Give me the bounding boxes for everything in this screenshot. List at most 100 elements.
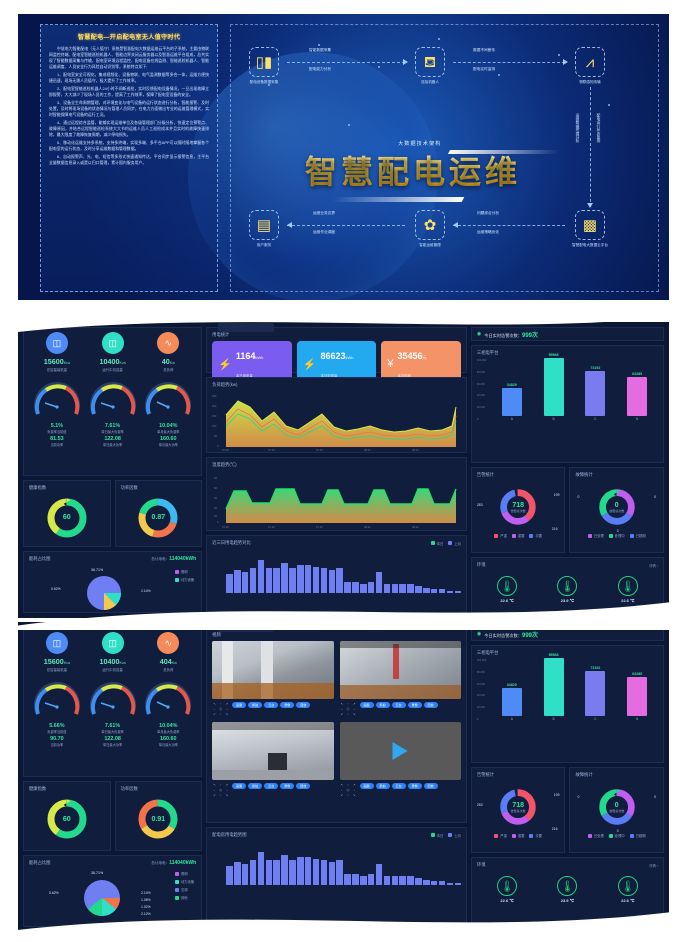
legend-item[interactable]: 本日 [430,541,443,546]
bar-group[interactable]: 95568 B [542,353,566,421]
legend-item[interactable]: 次要 [529,533,542,538]
camera-controls[interactable]: ↖ ↑ ↗ ← ◎ → ↙ ↓ ↘ 画面 抓拍 云台 录像 回放 [212,783,333,797]
bar-category: C [594,717,597,721]
camera-cell[interactable]: ↖ ↑ ↗ ← ◎ → ↙ ↓ ↘ 画面 抓拍 云台 录像 回放 [212,641,334,716]
camera-feed[interactable] [339,641,461,699]
camera-cell[interactable]: ↖ ↑ ↗ ← ◎ → ↙ ↓ ↘ 画面 抓拍 云台 录像 回放 [339,641,461,716]
camera-buttons[interactable]: 画面 抓拍 云台 录像 回放 [232,783,311,789]
camera-feed-placeholder[interactable] [339,722,461,780]
dashboard-tabbar[interactable] [218,623,274,632]
camera-button[interactable]: 录像 [407,702,422,708]
camera-controls[interactable]: ↖ ↑ ↗ ← ◎ → ↙ ↓ ↘ 画面 抓拍 云台 录像 回放 [340,783,461,797]
legend-item[interactable]: 本日 [430,833,443,838]
legend-item[interactable]: 重要 [511,833,524,838]
legend-item[interactable]: 重要 [511,533,524,538]
camera-feed[interactable] [212,722,334,780]
camera-button[interactable]: 画面 [359,783,374,789]
stat-value: 86623 [320,351,346,361]
camera-button[interactable]: 录像 [280,702,295,708]
camera-buttons[interactable]: 画面 抓拍 云台 录像 回放 [359,702,438,708]
camera-button[interactable]: 录像 [280,783,295,789]
thermometer-card[interactable]: 🌡 22.6 ℃ [617,576,638,603]
camera-controls[interactable]: ↖ ↑ ↗ ← ◎ → ↙ ↓ ↘ 画面 抓拍 云台 录像 回放 [212,702,333,716]
pie-legend-item[interactable]: 空调 [174,887,194,892]
thermometer-card[interactable]: 🌡 22.6 ℃ [497,576,518,603]
bar-group[interactable]: 63285 N [625,672,649,721]
camera-button[interactable]: 画面 [359,702,374,708]
camera-button[interactable]: 云台 [391,702,406,708]
pie-legend-item[interactable]: 照明 [174,569,194,574]
camera-button[interactable]: 回放 [296,702,311,708]
camera-button[interactable]: 云台 [391,783,406,789]
pie-legend-item[interactable]: 照明 [174,871,194,876]
pie-legend-item[interactable]: 动力设备 [174,879,194,884]
camera-cell[interactable]: ↖ ↑ ↗ ← ◎ → ↙ ↓ ↘ 画面 抓拍 云台 录像 回放 [339,722,461,797]
camera-button[interactable]: 回放 [423,783,438,789]
bar-group[interactable]: 73192 C [583,666,607,721]
thermometer-card[interactable]: 🌡 22.6 ℃ [497,876,518,903]
kpi-card[interactable]: ◫ 10400Kva 运行中总容量 [86,632,140,672]
intro-paragraph: 2、配电室智能巡检机器人24小时不间断巡检，实时反馈配电设备情况，一旦出现故障立… [49,86,209,97]
camera-button[interactable]: 回放 [296,783,311,789]
bar-group[interactable]: 63285 N [625,372,649,421]
health-value: 60 [62,514,71,522]
bar-group[interactable]: 73192 C [583,366,607,421]
camera-buttons[interactable]: 画面 抓拍 云台 录像 回放 [359,783,438,789]
legend-item[interactable]: 上月 [448,541,461,546]
camera-feed[interactable] [212,641,334,699]
kpi-card[interactable]: ∿ 404Kw 总负荷 [141,632,195,672]
legend-item[interactable]: 上月 [448,833,461,838]
thermometer-value: 22.6 ℃ [621,598,635,603]
camera-cell[interactable]: ↖ ↑ ↗ ← ◎ → ↙ ↓ ↘ 画面 抓拍 云台 录像 回放 [212,722,334,797]
legend-item[interactable]: 已处理 [587,833,604,838]
camera-button[interactable]: 云台 [264,783,279,789]
diagram-node-transmission: ⩘ 物联感知传输 [569,47,611,85]
bar-group[interactable]: 34829 A [500,683,524,721]
kpi-card[interactable]: ◫ 15600Kva 总容量装机量 [30,632,84,672]
kpi-card[interactable]: ∿ 40Kw 总负荷 [141,332,195,372]
kpi-card[interactable]: ◫ 15600Kva 总容量装机量 [30,332,84,372]
environment-more-link[interactable]: 详情 › [649,563,658,568]
ptz-pad[interactable]: ↖ ↑ ↗ ← ◎ → ↙ ↓ ↘ [212,702,229,716]
thermometer-card[interactable]: 🌡 22.6 ℃ [617,876,638,903]
gauge-power-caption: 单月最大功率 [158,743,178,747]
camera-button[interactable]: 画面 [232,783,247,789]
panel-title: 告警统计 [476,772,495,777]
camera-button[interactable]: 云台 [264,702,279,708]
thermometer-card[interactable]: 🌡 23.9 ℃ [557,576,578,603]
legend-item[interactable]: 严重 [494,533,507,538]
gauge-power-caption: 当前功率 [50,743,64,747]
camera-button[interactable]: 抓拍 [248,702,263,708]
kpi-card[interactable]: ◫ 10400Kva 运行中总容量 [86,332,140,372]
pie-legend-item[interactable]: 动力设备 [174,577,194,582]
camera-button[interactable]: 画面 [232,702,247,708]
camera-button[interactable]: 抓拍 [375,702,390,708]
legend-item[interactable]: 处理中 [608,833,625,838]
pie-legend-item[interactable]: 其他 [174,895,194,900]
legend-item[interactable]: 已处理 [587,533,604,538]
legend-item[interactable]: 处理中 [608,533,625,538]
alarm-fault-row: 告警统计 283 199 216 718 [470,767,665,853]
arrow-right-icon [563,59,568,65]
camera-button[interactable]: 抓拍 [248,783,263,789]
camera-button[interactable]: 录像 [407,783,422,789]
legend-item[interactable]: 已超期 [629,533,646,538]
dashboard-tabbar[interactable] [218,323,274,332]
camera-button[interactable]: 回放 [423,702,438,708]
legend-item[interactable]: 次要 [529,833,542,838]
thermometer-card[interactable]: 🌡 23.9 ℃ [557,876,578,903]
play-icon[interactable] [392,742,408,760]
ptz-pad[interactable]: ↖ ↑ ↗ ← ◎ → ↙ ↓ ↘ [212,783,229,797]
health-donut: 60 [29,494,105,542]
camera-controls[interactable]: ↖ ↑ ↗ ← ◎ → ↙ ↓ ↘ 画面 抓拍 云台 录像 回放 [340,702,461,716]
legend-item[interactable]: 严重 [494,833,507,838]
ptz-pad[interactable]: ↖ ↑ ↗ ← ◎ → ↙ ↓ ↘ [340,783,356,797]
environment-more-link[interactable]: 详情 › [649,863,658,868]
bar-group[interactable]: 95568 B [542,653,566,721]
legend-item[interactable]: 已超期 [629,833,646,838]
health-donut: 60 [29,795,105,843]
bar-group[interactable]: 34829 A [500,383,524,421]
camera-buttons[interactable]: 画面 抓拍 云台 录像 回放 [232,702,311,708]
camera-button[interactable]: 抓拍 [375,783,390,789]
ptz-pad[interactable]: ↖ ↑ ↗ ← ◎ → ↙ ↓ ↘ [340,702,356,716]
